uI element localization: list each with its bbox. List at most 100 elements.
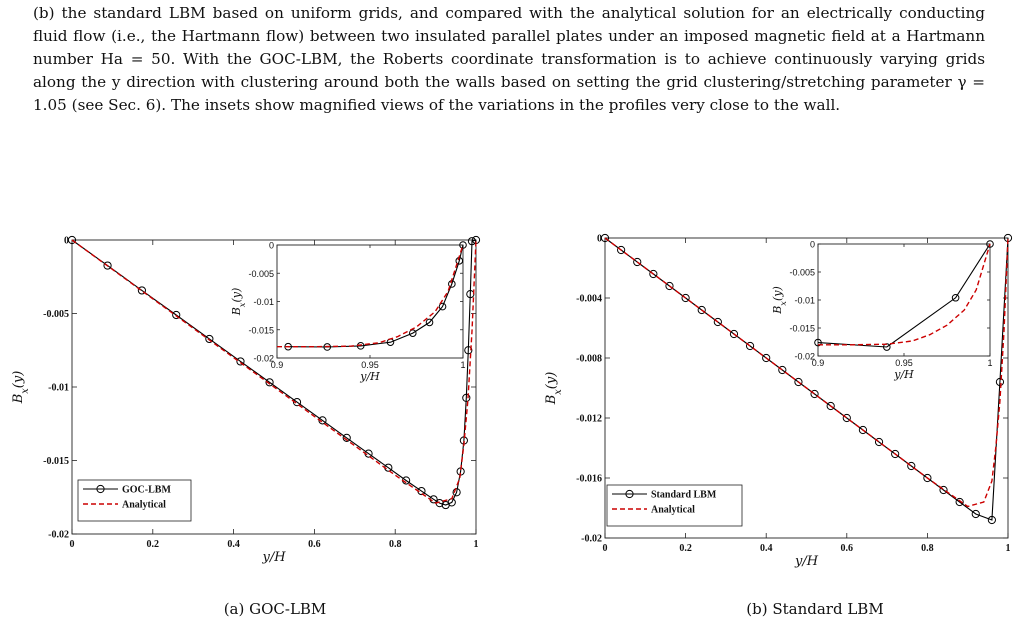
b-main-x-tick-label: 1 <box>1006 543 1011 554</box>
b-main-data-point <box>842 413 851 423</box>
figure-caption: (b) the standard LBM based on uniform gr… <box>33 2 985 117</box>
b-inset-data-point <box>814 338 822 347</box>
b-main-data-point <box>874 437 884 447</box>
b-main-data-point <box>649 269 658 279</box>
b-legend-box <box>606 484 743 527</box>
a-main-y-tick-label: -0.015 <box>43 456 69 467</box>
subcaption-a: (a) GOC-LBM <box>223 600 327 618</box>
a-main-data-point <box>172 310 181 320</box>
a-main-series-line-analytical <box>71 239 477 504</box>
b-inset-y-tick-label: -0.01 <box>794 296 815 306</box>
b-inset-x-tick-label: 1 <box>987 358 992 368</box>
b-main-data-point <box>697 305 706 315</box>
a-inset-y-axis-label: Bx(y) <box>230 288 247 317</box>
a-inset-x-tick-label: 1 <box>460 360 465 370</box>
b-inset-y-tick-label: -0.005 <box>789 268 815 278</box>
a-inset-y-tick-label: 0 <box>269 241 274 251</box>
b-main-data-point <box>794 377 803 387</box>
b-main-data-point <box>713 317 722 327</box>
b-main-x-tick-label: 0.6 <box>841 543 854 554</box>
b-main-data-point <box>745 341 755 351</box>
a-legend-label: GOC-LBM <box>122 485 171 496</box>
a-inset-x-axis-label: y/H <box>359 370 380 383</box>
b-inset-y-axis-label: Bx(y) <box>771 286 788 315</box>
b-main-data-point <box>600 233 610 243</box>
chart-standard-lbm: 0 0.2 0.4 0.6 0.8 1 0 -0.004 -0.008 -0.012 -0.016 -… <box>544 233 1013 569</box>
a-main-data-point <box>236 357 245 366</box>
a-inset-x-tick-label: 0.9 <box>271 360 284 370</box>
a-main-y-tick-label: -0.02 <box>48 530 69 541</box>
b-main-x-tick-label: 0.8 <box>921 543 934 554</box>
a-main-data-point <box>137 286 146 295</box>
a-main-data-point <box>265 378 274 387</box>
b-inset-data-point <box>951 293 960 302</box>
a-main-y-axis-label: Bx(y) <box>11 371 31 405</box>
b-main-data-point <box>665 281 674 291</box>
a-main-data-point <box>205 334 214 344</box>
a-inset-y-tick-label: -0.015 <box>248 325 274 335</box>
b-main-data-point <box>681 293 690 303</box>
b-inset-data-point <box>986 240 994 248</box>
b-legend-label: Analytical <box>651 505 695 516</box>
a-inset-data-point <box>425 318 434 327</box>
caption-text: (b) the standard LBM based on uniform gr… <box>33 4 985 114</box>
a-main-x-axis-label: y/H <box>261 550 286 565</box>
a-main-data-point <box>452 488 461 497</box>
b-main-data-point <box>617 245 626 255</box>
a-main-x-tick-label: 0.2 <box>147 539 160 550</box>
a-main-x-tick-label: 0.8 <box>389 539 402 550</box>
a-inset-plot-frame <box>276 244 464 359</box>
b-inset-x-axis-label: y/H <box>893 368 914 381</box>
b-inset-y-tick-label: 0 <box>810 240 815 250</box>
b-main-data-point <box>939 485 948 495</box>
a-inset-data-point <box>284 342 292 351</box>
b-main-data-point <box>729 329 739 339</box>
b-main-data-point <box>907 461 916 471</box>
a-main-data-point <box>464 346 473 355</box>
b-main-data-point <box>810 389 819 399</box>
b-main-data-point <box>971 509 980 519</box>
a-main-data-point <box>467 237 477 246</box>
b-main-y-tick-label: 0 <box>597 234 602 245</box>
b-main-x-tick-label: 0.4 <box>760 543 773 554</box>
a-main-x-tick-label: 0 <box>70 539 75 550</box>
b-main-data-point <box>858 425 868 435</box>
b-main-data-point <box>955 497 964 507</box>
a-main-x-tick-label: 0.6 <box>308 539 321 550</box>
a-main-x-tick-label: 1 <box>474 539 479 550</box>
a-main-data-point <box>103 261 112 270</box>
b-inset-y-tick-label: -0.015 <box>789 324 815 334</box>
a-main-data-point <box>67 235 77 245</box>
b-main-data-point <box>633 257 642 267</box>
b-main-series-line-analytical <box>604 237 1009 508</box>
b-inset-plot-frame <box>817 243 991 357</box>
b-main-data-point <box>891 449 900 459</box>
a-main-series-line-lbm <box>71 239 477 506</box>
b-main-y-tick-label: -0.004 <box>576 294 602 305</box>
a-legend-marker <box>96 484 105 494</box>
b-main-y-axis-label: Bx(y) <box>544 372 564 406</box>
b-main-data-point <box>987 515 996 525</box>
a-inset-data-point <box>408 329 417 337</box>
a-inset-data-point <box>438 302 447 311</box>
b-inset-x-tick-label: 0.95 <box>895 358 913 368</box>
b-main-y-tick-label: -0.008 <box>576 354 602 365</box>
a-main-data-point <box>342 433 351 442</box>
a-inset-series-line-analytical <box>277 244 464 348</box>
b-main-y-tick-label: -0.012 <box>576 414 602 425</box>
a-main-y-tick-label: -0.005 <box>43 309 69 320</box>
a-main-y-tick-label: 0 <box>64 236 69 247</box>
b-inset-series-line-analytical <box>818 243 991 346</box>
b-main-data-point <box>762 353 771 363</box>
chart-goc-lbm: 0 0.2 0.4 0.6 0.8 1 0 -0.005 -0.01 -0.015 -0.02 y/H… <box>11 235 481 565</box>
b-main-x-tick-label: 0 <box>603 543 608 554</box>
b-legend-marker <box>625 489 634 499</box>
a-inset-y-tick-label: -0.005 <box>248 269 274 279</box>
a-legend-label: Analytical <box>122 500 166 511</box>
b-main-x-axis-label: y/H <box>794 554 819 569</box>
b-inset-x-tick-label: 0.9 <box>812 358 825 368</box>
a-inset-data-point <box>459 241 467 249</box>
b-main-y-tick-label: -0.016 <box>576 474 602 485</box>
a-inset-x-tick-label: 0.95 <box>361 360 379 370</box>
b-main-series-line-lbm <box>604 237 1009 521</box>
